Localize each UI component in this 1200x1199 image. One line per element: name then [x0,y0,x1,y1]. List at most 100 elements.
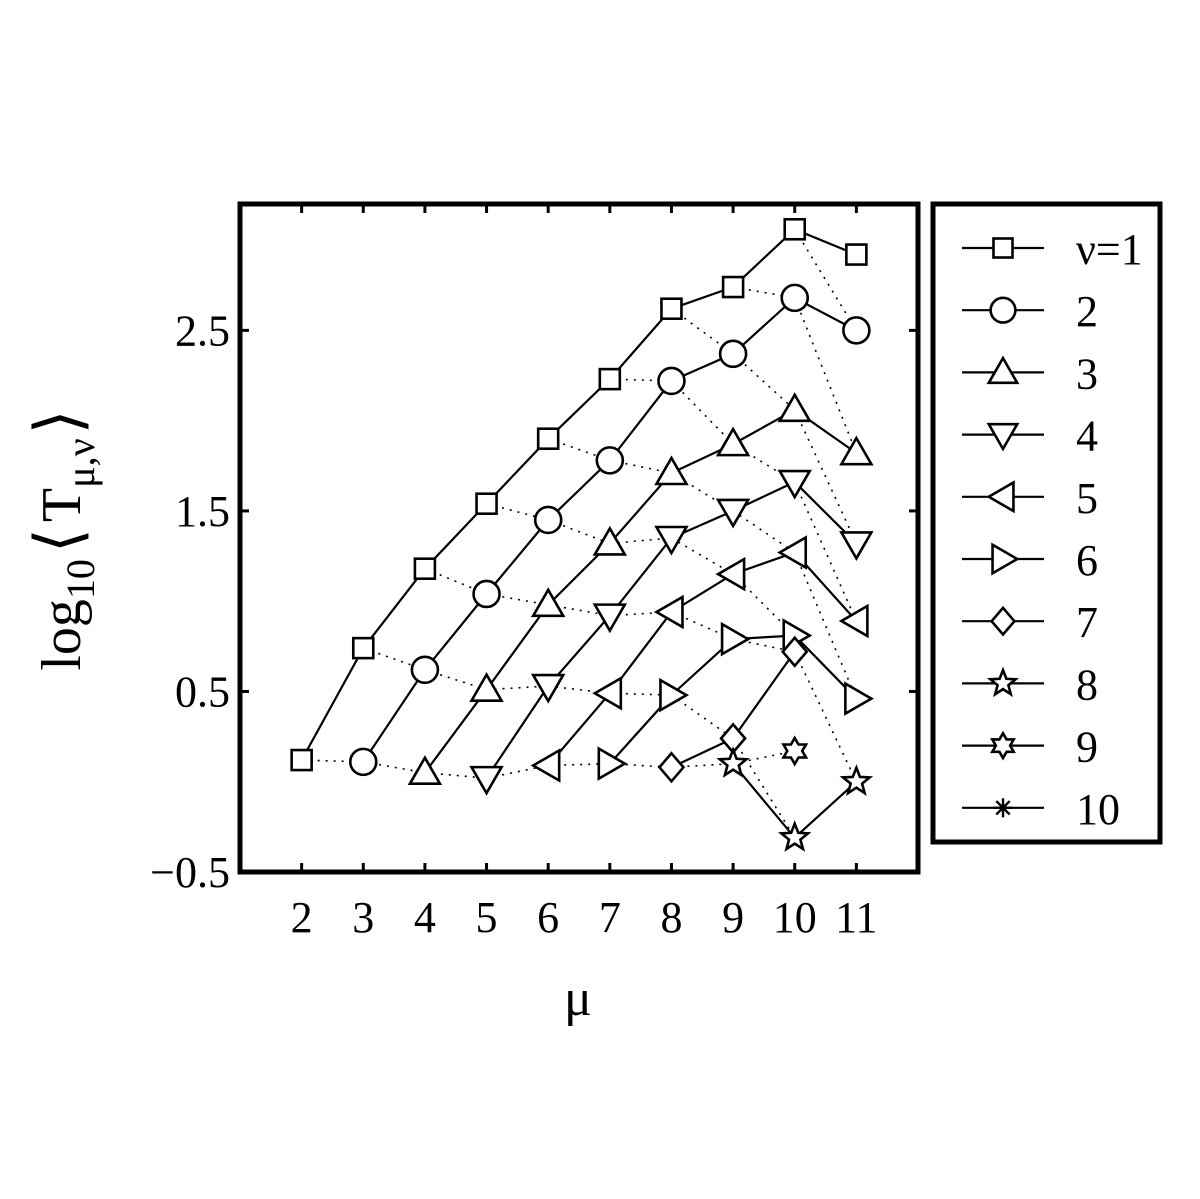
marker-triangle-left [777,535,808,570]
y-axis-title-rangle: ⟩ [23,409,94,434]
y-axis-title-log: log [31,599,93,671]
x-tick-label: 10 [773,893,817,942]
marker-square [783,217,807,241]
axis-ticks [240,204,918,874]
legend-label: 3 [1076,349,1098,398]
marker-diamond [657,751,686,784]
dotted-connector [363,647,426,671]
marker-triangle-down [592,603,628,634]
marker-square [992,237,1014,259]
legend-label: 10 [1076,785,1120,834]
marker-pentagram [839,764,874,797]
y-axis-title-index: μ,ν [58,438,103,488]
legend-label: ν=1 [1076,225,1143,274]
series-line [300,228,857,761]
marker-triangle-down [469,765,504,796]
marker-triangle-up [777,392,812,423]
marker-circle [533,505,563,535]
marker-hexagram [990,730,1016,761]
marker-triangle-up [530,587,566,618]
x-tick-label: 7 [599,893,621,942]
marker-triangle-left [715,556,746,592]
marker-triangle-up [469,672,504,702]
marker-square [413,557,437,580]
marker-circle [989,296,1017,324]
x-tick-label: 6 [537,893,559,942]
dotted-connector [424,567,487,595]
marker-triangle-left [986,480,1015,514]
y-axis-title-langle: ⟨ [23,528,94,553]
marker-triangle-right [720,621,751,657]
marker-triangle-down [654,525,689,556]
series-markers [290,217,874,852]
dotted-connector [671,537,734,575]
x-tick-label: 9 [722,893,744,942]
marker-circle [472,579,501,609]
marker-triangle-left [530,748,561,783]
y-axis-title: log10 ⟨ Tμ,ν ⟩ [23,409,103,670]
y-tick-label: 2.5 [175,306,230,355]
marker-triangle-down [715,498,751,529]
marker-hexagram [781,735,809,767]
marker-triangle-up [592,525,628,556]
dotted-connector [670,694,734,740]
legend-entry: 3 [962,349,1098,398]
marker-diamond [781,635,809,668]
marker-triangle-up [715,426,751,457]
legend: ν=1 2 3 4 5 6 7 8 9 10 [962,225,1143,834]
series-lines [300,228,858,840]
marker-triangle-right [659,677,690,713]
dotted-connector [732,353,796,411]
dotted-connector [670,380,734,445]
legend-entry: ν=1 [962,225,1143,274]
marker-triangle-up [986,355,1020,385]
marker-square [290,748,313,772]
y-axis-title-subscript: 10 [58,559,103,599]
marker-pentagram [986,666,1020,698]
y-tick-labels: −0.5 0.5 1.5 2.5 [150,306,230,897]
x-tick-labels: 2 3 4 5 6 7 8 9 10 11 [291,893,878,942]
y-tick-label: 1.5 [175,487,230,536]
legend-entry: 10 [962,785,1120,834]
marker-square [351,636,375,660]
marker-square [660,297,683,321]
legend-entry: 5 [962,474,1098,523]
marker-triangle-up [839,435,874,466]
marker-triangle-right [991,542,1020,576]
marker-square [475,492,498,515]
dotted-connector [793,481,858,622]
y-tick-label: 0.5 [175,667,230,716]
dotted-connector [794,651,858,783]
marker-circle [410,655,440,685]
legend-entry: 6 [962,536,1098,585]
dotted-connector [794,409,858,544]
legend-label: 6 [1076,536,1098,585]
x-tick-label: 5 [476,893,498,942]
marker-triangle-down [986,422,1020,452]
x-tick-label: 2 [291,893,313,942]
marker-circle [780,283,810,313]
marker-circle [348,747,378,777]
x-tick-label: 11 [835,893,877,942]
marker-square [721,275,745,299]
marker-triangle-left [653,594,684,630]
marker-square [598,367,622,391]
legend-entry: 7 [962,598,1098,647]
marker-triangle-left [592,676,623,711]
dotted-connector [547,519,611,545]
x-tick-label: 3 [352,893,374,942]
legend-entry: 9 [962,723,1098,772]
y-axis-title-T: T [31,488,93,522]
plot-area-frame [237,201,921,875]
marker-circle [595,446,625,475]
legend-entry: 2 [962,287,1098,336]
x-tick-label: 4 [414,893,436,942]
legend-label: 4 [1076,412,1098,461]
dotted-connector [424,669,487,691]
legend-label: 2 [1076,287,1098,336]
legend-label: 8 [1076,660,1098,709]
asterisk-stroke [995,800,1011,816]
marker-diamond [989,605,1017,637]
dotted-connector [732,737,796,839]
